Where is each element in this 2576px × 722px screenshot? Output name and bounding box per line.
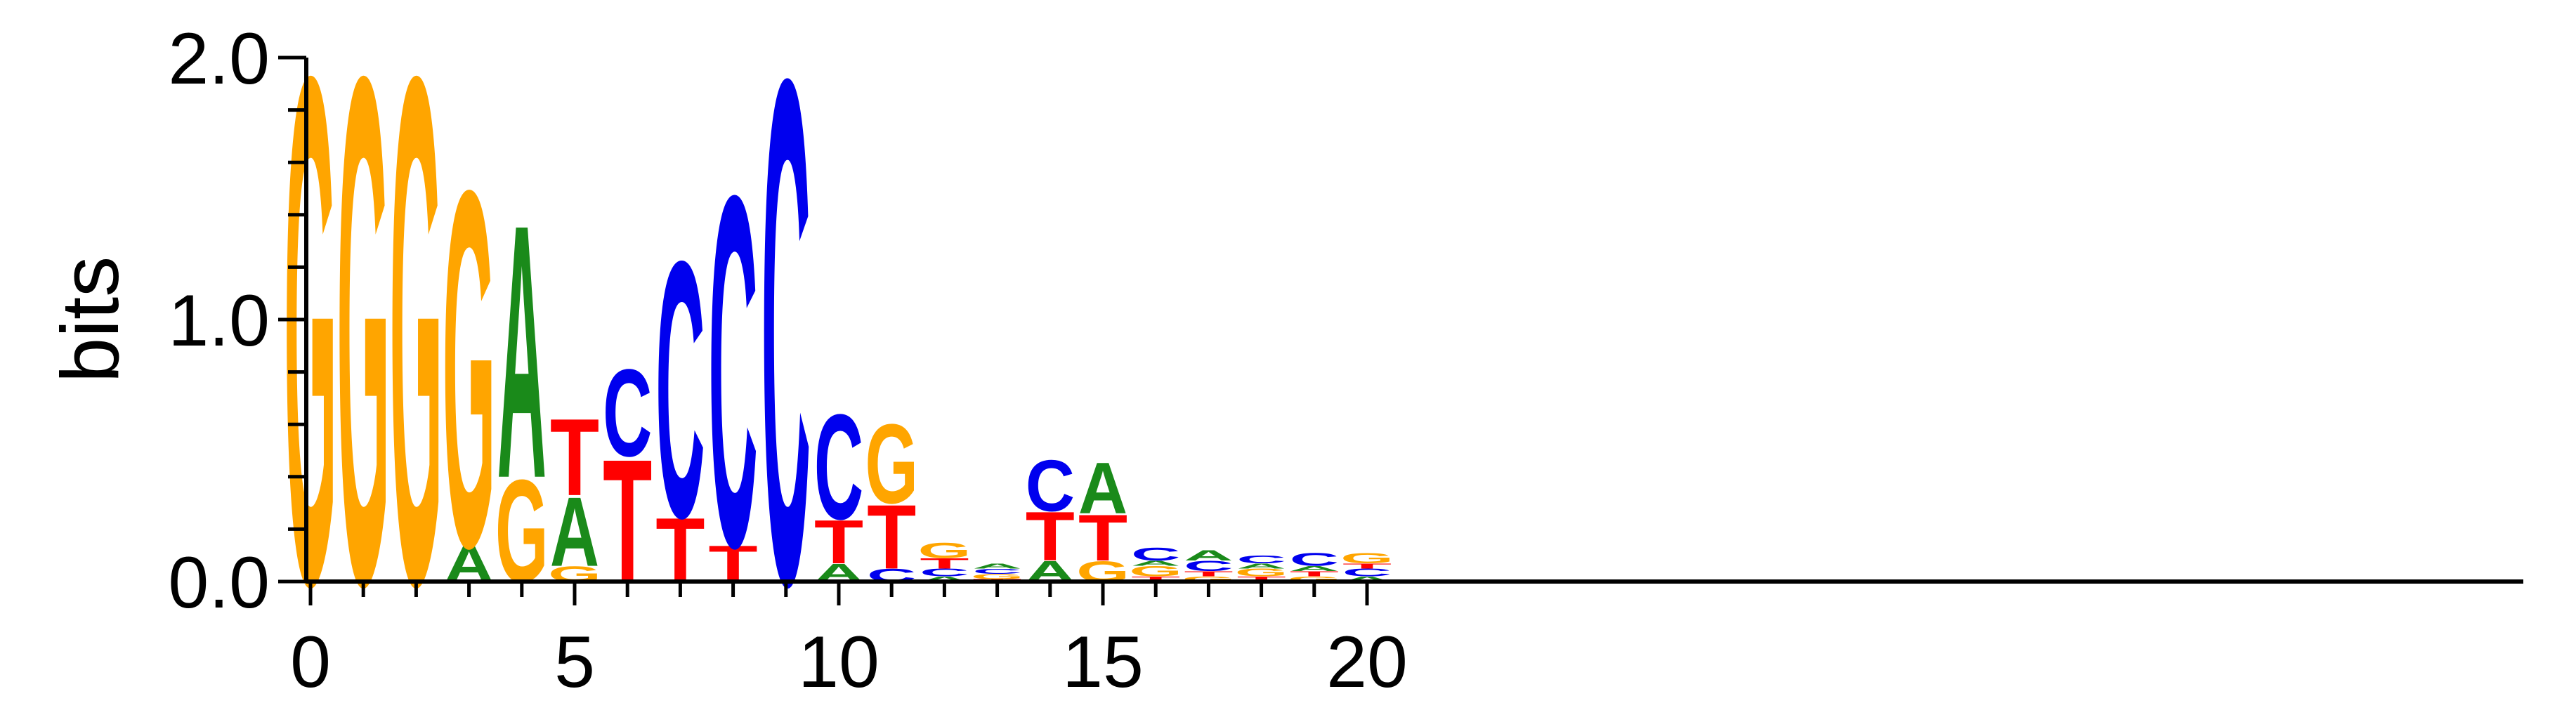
y-tick-label: 0.0 <box>168 542 270 624</box>
x-tick-label: 10 <box>798 622 880 703</box>
x-tick-label: 5 <box>554 622 595 703</box>
logo-letter-g-pos-17: G <box>1182 575 1236 584</box>
logo-letter-g-pos-11: G <box>865 401 918 528</box>
logo-letter-c-pos-16: C <box>1131 544 1180 565</box>
logo-letter-c-pos-18: C <box>1236 553 1286 566</box>
logo-letter-a-pos-19: A <box>1290 565 1339 573</box>
logo-letter-c-pos-6: C <box>603 344 652 483</box>
logo-letter-g-pos-18: G <box>1235 566 1288 579</box>
logo-letter-a-pos-13: A <box>973 562 1022 570</box>
logo-letter-g-pos-20: G <box>1340 550 1394 566</box>
logo-letter-g-pos-16: G <box>1129 563 1182 579</box>
logo-letter-t-pos-10: T <box>814 507 863 577</box>
x-tick-label: 0 <box>290 622 331 703</box>
logo-letter-a-pos-20: A <box>1342 575 1392 584</box>
logo-letter-c-pos-7: C <box>655 186 705 594</box>
x-tick-label: 15 <box>1062 622 1144 703</box>
logo-letter-c-pos-8: C <box>708 91 757 651</box>
logo-letter-t-pos-14: T <box>1026 498 1075 576</box>
logo-letter-t-pos-19: T <box>1290 570 1339 578</box>
logo-letter-c-pos-20: C <box>1342 566 1392 579</box>
logo-letter-c-pos-10: C <box>814 384 863 551</box>
logo-letter-t-pos-18: T <box>1237 575 1286 584</box>
logo-letter-c-pos-13: C <box>973 567 1022 575</box>
logo-letter-t-pos-16: T <box>1131 575 1180 584</box>
logo-letter-g-pos-13: G <box>971 572 1024 581</box>
logo-letter-a-pos-17: A <box>1184 547 1233 563</box>
axis-ticks: 0.0 1.0 2.0 0 5 10 15 20 <box>168 18 1407 703</box>
logo-letter-a-pos-15: A <box>1078 448 1127 530</box>
logo-letter-g-pos-19: G <box>1288 575 1341 584</box>
logo-letter-t-pos-12: T <box>920 556 969 572</box>
logo-letter-c-pos-19: C <box>1290 550 1339 570</box>
logo-letter-c-pos-12: C <box>920 566 969 579</box>
logo-letter-c-pos-14: C <box>1026 445 1075 527</box>
logo-letter-g-pos-12: G <box>918 539 972 563</box>
logo-letter-t-pos-5: T <box>550 397 599 519</box>
logo-letter-c-pos-9: C <box>761 0 811 722</box>
logo-letter-a-pos-16: A <box>1131 559 1180 567</box>
logo-letter-g-pos-2: G <box>390 0 443 722</box>
logo-letter-c-pos-17: C <box>1184 558 1233 574</box>
y-tick-label: 1.0 <box>168 280 270 362</box>
logo-letter-g-pos-1: G <box>336 0 390 722</box>
logo-letter-a-pos-12: A <box>920 575 969 584</box>
logo-letter-t-pos-15: T <box>1078 501 1127 575</box>
logo-letter-a-pos-5: A <box>550 477 599 587</box>
logo-letter-t-pos-11: T <box>867 487 916 589</box>
logo-letter-t-pos-17: T <box>1184 570 1233 578</box>
logo-letter-t-pos-20: T <box>1342 562 1392 570</box>
logo-letter-a-pos-4: A <box>497 149 547 554</box>
logo-letter-a-pos-18: A <box>1237 562 1286 570</box>
y-tick-label: 2.0 <box>168 18 270 100</box>
logo-letter-g-pos-3: G <box>443 85 496 653</box>
y-axis-title: bits <box>44 256 136 383</box>
x-tick-label: 20 <box>1326 622 1408 703</box>
